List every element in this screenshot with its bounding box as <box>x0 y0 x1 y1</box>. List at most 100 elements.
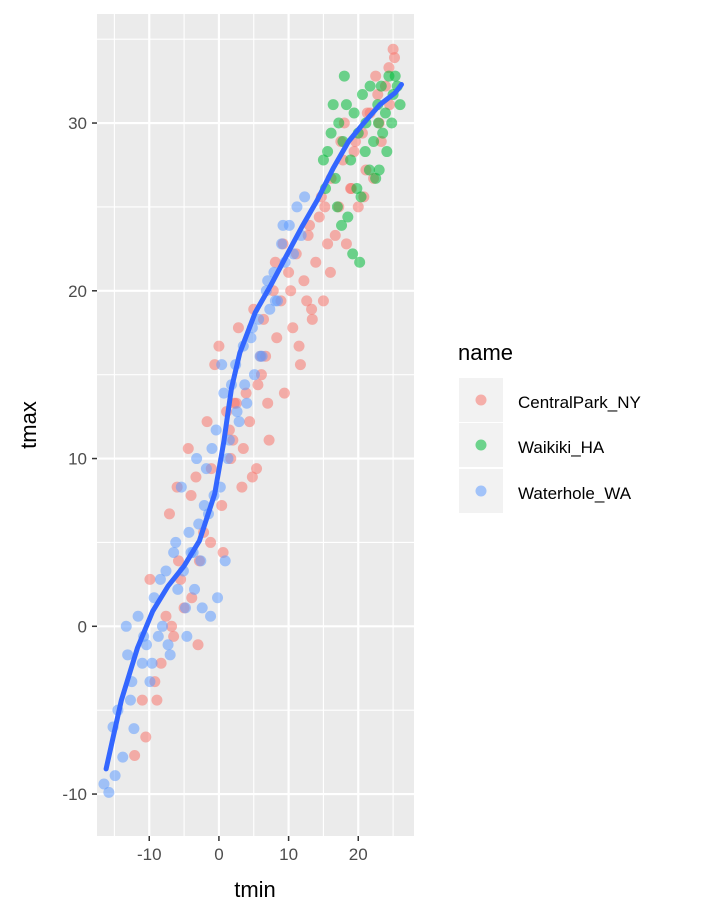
point-centralpark-ny <box>185 489 197 501</box>
point-waterhole-wa <box>189 583 201 595</box>
point-waikiki-ha <box>336 219 348 231</box>
y-tick-label: 10 <box>68 450 87 469</box>
point-waterhole-wa <box>277 219 289 231</box>
point-waterhole-wa <box>146 657 158 669</box>
plot-panel <box>97 14 414 836</box>
point-centralpark-ny <box>352 201 364 213</box>
point-centralpark-ny <box>387 43 399 55</box>
point-waikiki-ha <box>389 70 401 82</box>
point-waikiki-ha <box>379 107 391 119</box>
point-waikiki-ha <box>377 127 389 139</box>
point-waterhole-wa <box>222 453 234 465</box>
point-waterhole-wa <box>231 406 243 418</box>
point-centralpark-ny <box>217 546 229 558</box>
point-waterhole-wa <box>198 500 210 512</box>
point-centralpark-ny <box>319 201 331 213</box>
point-waterhole-wa <box>152 630 164 642</box>
y-axis-title: tmax <box>16 401 41 449</box>
point-waterhole-wa <box>172 583 184 595</box>
point-centralpark-ny <box>182 442 194 454</box>
point-centralpark-ny <box>168 630 180 642</box>
point-centralpark-ny <box>160 610 172 622</box>
point-waikiki-ha <box>356 89 368 101</box>
point-centralpark-ny <box>263 434 275 446</box>
point-waterhole-wa <box>248 369 260 381</box>
point-waterhole-wa <box>136 657 148 669</box>
point-centralpark-ny <box>313 211 325 223</box>
point-waikiki-ha <box>345 154 357 166</box>
point-waterhole-wa <box>154 573 166 585</box>
point-waterhole-wa <box>183 526 195 538</box>
point-centralpark-ny <box>213 340 225 352</box>
point-waikiki-ha <box>394 99 406 111</box>
point-centralpark-ny <box>155 657 167 669</box>
point-waterhole-wa <box>144 676 156 688</box>
point-waterhole-wa <box>103 786 115 798</box>
point-waikiki-ha <box>347 248 359 260</box>
point-centralpark-ny <box>340 238 352 250</box>
point-centralpark-ny <box>324 266 336 278</box>
point-waterhole-wa <box>175 481 187 493</box>
point-waterhole-wa <box>132 610 144 622</box>
point-waterhole-wa <box>264 303 276 315</box>
point-centralpark-ny <box>190 471 202 483</box>
point-waikiki-ha <box>329 172 341 184</box>
point-centralpark-ny <box>136 694 148 706</box>
point-waterhole-wa <box>164 649 176 661</box>
legend-label-waikiki: Waikiki_HA <box>518 438 605 457</box>
point-waterhole-wa <box>168 546 180 558</box>
x-axis-title: tmin <box>234 877 276 902</box>
point-waterhole-wa <box>291 201 303 213</box>
point-centralpark-ny <box>244 416 256 428</box>
x-tick-label: 0 <box>214 845 223 864</box>
point-centralpark-ny <box>306 303 318 315</box>
point-waterhole-wa <box>233 416 245 428</box>
legend-label-centralpark: CentralPark_NY <box>518 393 641 412</box>
point-centralpark-ny <box>129 749 141 761</box>
point-centralpark-ny <box>173 555 185 567</box>
point-centralpark-ny <box>237 442 249 454</box>
point-centralpark-ny <box>240 387 252 399</box>
legend-key-waikiki-ha <box>475 439 487 451</box>
point-waterhole-wa <box>128 723 140 735</box>
point-waikiki-ha <box>342 211 354 223</box>
point-centralpark-ny <box>287 322 299 334</box>
point-centralpark-ny <box>232 322 244 334</box>
point-centralpark-ny <box>216 500 228 512</box>
point-waterhole-wa <box>109 770 121 782</box>
point-waterhole-wa <box>216 359 228 371</box>
point-waikiki-ha <box>373 164 385 176</box>
point-waikiki-ha <box>340 99 352 111</box>
point-centralpark-ny <box>372 89 384 101</box>
point-centralpark-ny <box>192 639 204 651</box>
point-centralpark-ny <box>348 146 360 158</box>
legend-keys <box>459 378 503 513</box>
point-centralpark-ny <box>329 229 341 241</box>
point-waikiki-ha <box>363 164 375 176</box>
point-centralpark-ny <box>163 508 175 520</box>
point-centralpark-ny <box>388 52 400 64</box>
axis-ticks: -10 0 10 20 -10 0 10 20 30 <box>62 114 367 864</box>
y-tick-label: -10 <box>62 785 87 804</box>
point-centralpark-ny <box>205 536 217 548</box>
point-waterhole-wa <box>140 639 152 651</box>
point-waikiki-ha <box>327 99 339 111</box>
point-waterhole-wa <box>98 778 110 790</box>
legend-key-waterhole-wa <box>475 485 487 497</box>
point-waterhole-wa <box>195 555 207 567</box>
point-waikiki-ha <box>351 182 363 194</box>
point-centralpark-ny <box>201 416 213 428</box>
point-centralpark-ny <box>293 340 305 352</box>
legend-title: name <box>458 340 513 365</box>
point-centralpark-ny <box>140 731 152 743</box>
point-waterhole-wa <box>212 592 224 604</box>
point-waikiki-ha <box>386 117 398 129</box>
point-centralpark-ny <box>301 295 313 307</box>
point-waterhole-wa <box>117 751 129 763</box>
x-tick-label: -10 <box>137 845 162 864</box>
legend: name CentralPark_NY Waikiki_HA Waterhole… <box>458 340 641 513</box>
point-centralpark-ny <box>144 573 156 585</box>
point-centralpark-ny <box>262 397 274 409</box>
point-centralpark-ny <box>252 379 264 391</box>
